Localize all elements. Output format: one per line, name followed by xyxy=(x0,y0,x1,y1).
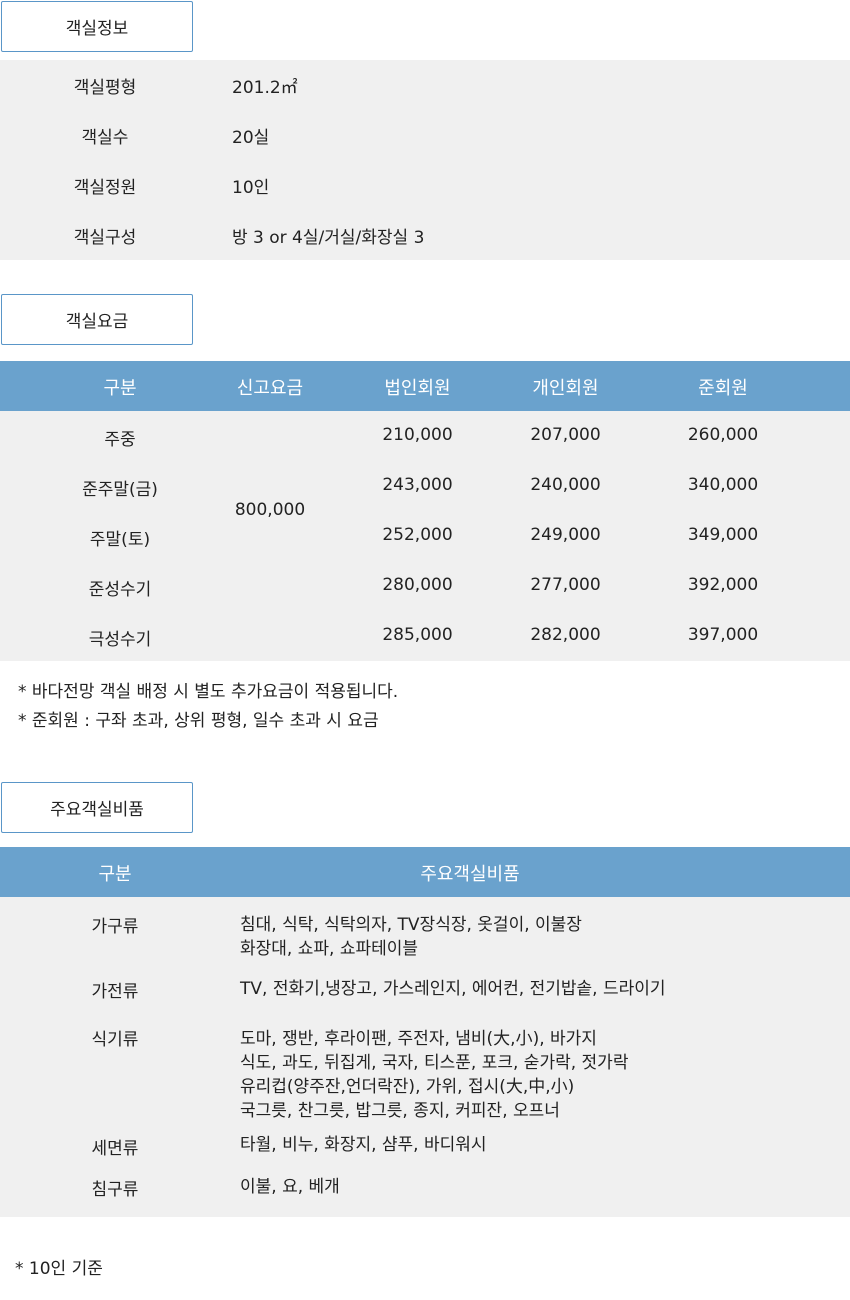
room-rates-title: 객실요금 xyxy=(65,312,129,332)
amenities-table-header: 구분 주요객실비품 xyxy=(0,847,850,897)
rate-personal: 282,000 xyxy=(530,625,601,645)
amenity-category: 식기류 xyxy=(91,1030,139,1050)
amenity-items: 도마, 쟁반, 후라이팬, 주전자, 냄비(大,小), 바가지 식도, 과도, … xyxy=(240,1027,628,1123)
info-value: 방 3 or 4실/거실/화장실 3 xyxy=(232,228,425,248)
rates-header-associate: 준회원 xyxy=(698,378,748,399)
rates-header-corp: 법인회원 xyxy=(384,378,451,399)
amenity-category: 가전류 xyxy=(91,982,139,1002)
info-label: 객실정원 xyxy=(73,178,137,198)
rates-header-category: 구분 xyxy=(103,378,137,399)
room-info-title: 객실정보 xyxy=(65,19,129,39)
rate-corp: 243,000 xyxy=(382,475,453,495)
amenities-header-category: 구분 xyxy=(98,864,132,885)
amenities-footnote: * 10인 기준 xyxy=(15,1259,103,1279)
amenity-items: 침대, 식탁, 식탁의자, TV장식장, 옷걸이, 이불장 화장대, 쇼파, 쇼… xyxy=(240,913,582,961)
amenities-header-items: 주요객실비품 xyxy=(420,864,520,885)
amenity-category: 침구류 xyxy=(91,1180,139,1200)
info-value: 201.2㎡ xyxy=(232,78,298,98)
rate-corp: 285,000 xyxy=(382,625,453,645)
amenity-category: 가구류 xyxy=(91,917,139,937)
rate-label: 준성수기 xyxy=(88,580,152,600)
rate-associate: 340,000 xyxy=(687,475,759,495)
table-row: 준주말(금) 243,000 240,000 340,000 xyxy=(0,461,850,511)
amenity-items: TV, 전화기,냉장고, 가스레인지, 에어컨, 전기밥솥, 드라이기 xyxy=(240,977,666,1001)
room-info-panel: 객실평형 201.2㎡ 객실수 20실 객실정원 10인 객실구성 방 3 or… xyxy=(0,60,850,260)
info-row-layout: 객실구성 방 3 or 4실/거실/화장실 3 xyxy=(0,210,850,260)
info-value: 10인 xyxy=(232,178,270,198)
rate-personal: 207,000 xyxy=(530,425,601,445)
amenities-tab[interactable]: 주요객실비품 xyxy=(1,782,193,833)
info-label: 객실평형 xyxy=(73,78,137,98)
rate-corp: 210,000 xyxy=(382,425,453,445)
info-label: 객실구성 xyxy=(73,228,137,248)
amenity-line: 도마, 쟁반, 후라이팬, 주전자, 냄비(大,小), 바가지 xyxy=(240,1029,597,1049)
amenity-line: 이불, 요, 베개 xyxy=(240,1177,340,1197)
table-row: 주중 210,000 207,000 260,000 xyxy=(0,411,850,461)
rate-personal: 249,000 xyxy=(530,525,601,545)
rate-corp: 280,000 xyxy=(382,575,453,595)
amenity-line: 식도, 과도, 뒤집게, 국자, 티스푼, 포크, 숟가락, 젓가락 xyxy=(240,1053,629,1073)
amenity-line: 화장대, 쇼파, 쇼파테이블 xyxy=(240,939,419,959)
rate-associate: 349,000 xyxy=(687,525,759,545)
reported-rate: 800,000 xyxy=(234,500,306,520)
table-row: 준성수기 280,000 277,000 392,000 xyxy=(0,561,850,611)
amenity-line: TV, 전화기,냉장고, 가스레인지, 에어컨, 전기밥솥, 드라이기 xyxy=(240,979,666,999)
table-row: 주말(토) 252,000 249,000 349,000 xyxy=(0,511,850,561)
rate-label: 주중 xyxy=(104,430,136,450)
rate-label: 극성수기 xyxy=(88,630,152,650)
info-row-capacity: 객실정원 10인 xyxy=(0,160,850,210)
rates-table-header: 구분 신고요금 법인회원 개인회원 준회원 xyxy=(0,361,850,411)
amenity-items: 이불, 요, 베개 xyxy=(240,1175,340,1199)
rates-note: * 준회원 : 구좌 초과, 상위 평형, 일수 초과 시 요금 xyxy=(18,711,379,731)
rate-corp: 252,000 xyxy=(382,525,453,545)
info-value: 20실 xyxy=(232,128,270,148)
amenities-table-body: 가구류 침대, 식탁, 식탁의자, TV장식장, 옷걸이, 이불장 화장대, 쇼… xyxy=(0,897,850,1217)
rate-associate: 392,000 xyxy=(687,575,759,595)
rates-header-reported: 신고요금 xyxy=(236,378,304,399)
rates-header-personal: 개인회원 xyxy=(532,378,599,399)
rate-personal: 277,000 xyxy=(530,575,601,595)
rate-associate: 260,000 xyxy=(687,425,759,445)
info-row-size: 객실평형 201.2㎡ xyxy=(0,60,850,110)
info-row-count: 객실수 20실 xyxy=(0,110,850,160)
amenity-line: 침대, 식탁, 식탁의자, TV장식장, 옷걸이, 이불장 xyxy=(240,915,582,935)
amenity-line: 유리컵(양주잔,언더락잔), 가위, 접시(大,中,小) xyxy=(240,1077,575,1097)
amenity-line: 타월, 비누, 화장지, 샴푸, 바디워시 xyxy=(240,1135,487,1155)
info-label: 객실수 xyxy=(81,128,129,148)
amenity-line: 국그릇, 찬그릇, 밥그릇, 종지, 커피잔, 오프너 xyxy=(240,1101,560,1121)
rates-note: * 바다전망 객실 배정 시 별도 추가요금이 적용됩니다. xyxy=(18,682,399,702)
rates-table-body: 주중 210,000 207,000 260,000 준주말(금) 243,00… xyxy=(0,411,850,661)
table-row: 극성수기 285,000 282,000 397,000 xyxy=(0,611,850,661)
amenities-title: 주요객실비품 xyxy=(50,800,144,820)
rate-personal: 240,000 xyxy=(530,475,601,495)
amenity-items: 타월, 비누, 화장지, 샴푸, 바디워시 xyxy=(240,1133,487,1157)
rate-label: 주말(토) xyxy=(89,530,151,550)
amenity-category: 세면류 xyxy=(91,1139,139,1159)
room-rates-tab[interactable]: 객실요금 xyxy=(1,294,193,345)
rate-label: 준주말(금) xyxy=(82,480,158,500)
room-info-tab[interactable]: 객실정보 xyxy=(1,1,193,52)
rate-associate: 397,000 xyxy=(687,625,759,645)
